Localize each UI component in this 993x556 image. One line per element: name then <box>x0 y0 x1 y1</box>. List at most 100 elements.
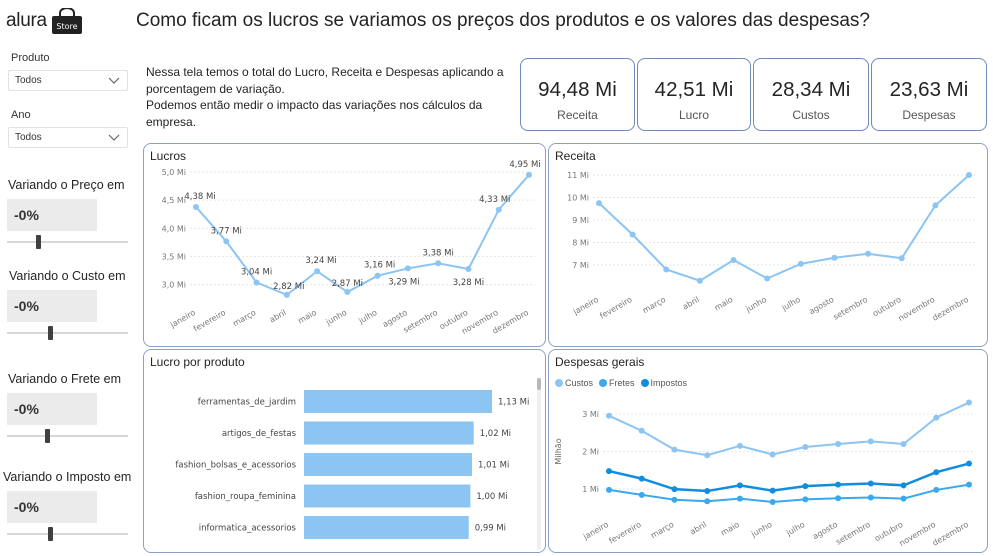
frete-variation-value: -0% <box>14 401 39 417</box>
lucro-produto-chart-title: Lucro por produto <box>150 355 245 369</box>
frete-slider[interactable] <box>7 429 128 443</box>
x-tick-label: março <box>231 308 257 328</box>
data-point <box>374 272 381 279</box>
legend-label: Fretes <box>609 378 635 388</box>
produto-dropdown-value: Todos <box>15 75 42 86</box>
page-title: Como ficam os lucros se variamos os preç… <box>136 10 870 31</box>
imposto-variation-input[interactable]: -0% <box>7 491 97 523</box>
y-tick-label: 8 Mi <box>572 239 589 248</box>
data-label: 3,29 Mi <box>388 277 419 287</box>
data-point <box>802 483 809 490</box>
data-point <box>435 260 442 267</box>
bar-data-label: 1,01 Mi <box>478 461 509 471</box>
data-point <box>966 399 972 406</box>
chevron-down-icon <box>108 134 120 141</box>
legend-item-fretes[interactable]: Fretes <box>599 378 635 388</box>
kpi-label: Despesas <box>902 108 956 122</box>
bar <box>304 421 474 445</box>
receita-chart-title: Receita <box>555 149 596 163</box>
custo-variation-input[interactable]: -0% <box>7 290 97 322</box>
x-tick-label: dezembro <box>931 520 970 548</box>
logo-badge: Store <box>56 22 77 31</box>
data-label: 3,77 Mi <box>211 226 242 236</box>
kpi-label: Custos <box>792 108 830 122</box>
data-point <box>900 440 907 447</box>
x-tick-label: abril <box>681 295 701 312</box>
kpi-label: Receita <box>557 108 598 122</box>
y-tick-label: 10 Mi <box>567 194 589 203</box>
legend-item-impostos[interactable]: Impostos <box>640 378 687 388</box>
despesas-legend: Custos Fretes Impostos <box>555 378 687 388</box>
x-tick-label: junho <box>749 520 774 540</box>
kpi-value: 28,34 Mi <box>771 78 851 101</box>
x-tick-label: dezembro <box>931 295 970 323</box>
x-tick-label: setembro <box>402 308 440 335</box>
x-tick-label: maio <box>296 308 318 326</box>
scrollbar-thumb[interactable] <box>537 378 541 390</box>
data-point <box>797 260 804 267</box>
y-tick-label: 3 Mi <box>582 410 599 419</box>
x-tick-label: fevereiro <box>192 308 227 334</box>
kpi-card-lucro: 42,51 Mi Lucro <box>637 58 751 131</box>
bar-category-label: artigos_de_festas <box>222 429 297 439</box>
bar-data-label: 0,99 Mi <box>475 524 506 534</box>
data-point <box>495 206 502 213</box>
custo-slider-thumb[interactable] <box>47 326 53 340</box>
x-tick-label: janeiro <box>581 520 610 542</box>
kpi-card-despesas: 23,63 Mi Despesas <box>871 58 987 131</box>
data-label: 2,82 Mi <box>273 282 304 292</box>
data-point <box>671 496 678 503</box>
lucro-produto-bar-chart: ferramentas_de_jardim 1,13 Mi artigos_de_f… <box>175 390 529 539</box>
data-point <box>606 468 612 475</box>
receita-chart-panel[interactable]: Receita 7 Mi 8 Mi 9 Mi 10 Mi 11 Mi janeiro fev… <box>548 143 988 347</box>
preco-variation-input[interactable]: -0% <box>7 199 97 231</box>
lucro-produto-chart-panel[interactable]: Lucro por produto ferramentas_de_jardim 1… <box>143 349 546 553</box>
scrollbar[interactable] <box>537 378 541 550</box>
legend-dot <box>599 379 608 387</box>
x-tick-label: novembro <box>898 520 938 548</box>
lucros-chart-panel[interactable]: Lucros 3,0 Mi 3,5 Mi 4,0 Mi 4,5 Mi 5,0 Mi jan… <box>143 143 546 347</box>
frete-variation-input[interactable]: -0% <box>7 393 97 425</box>
data-point <box>704 498 711 505</box>
x-tick-label: março <box>649 520 675 540</box>
x-tick-label: setembro <box>834 520 872 547</box>
series-line <box>608 462 970 493</box>
data-point <box>638 427 645 434</box>
data-point <box>900 495 907 502</box>
data-point <box>769 487 776 494</box>
data-point <box>867 480 874 487</box>
data-point <box>933 469 940 476</box>
custo-slider[interactable] <box>7 326 128 340</box>
x-tick-label: abril <box>268 308 288 325</box>
data-point <box>867 494 874 501</box>
data-point <box>900 482 907 489</box>
despesas-gerais-chart-panel[interactable]: Despesas gerais Custos Fretes Impostos 1… <box>548 349 988 553</box>
preco-slider[interactable] <box>7 235 128 249</box>
data-label: 3,28 Mi <box>453 278 484 288</box>
data-point <box>404 265 411 272</box>
data-point <box>933 414 940 421</box>
preco-slider-thumb[interactable] <box>36 235 41 249</box>
data-point <box>223 238 230 245</box>
kpi-card-receita: 94,48 Mi Receita <box>520 58 635 131</box>
legend-item-custos[interactable]: Custos <box>555 378 593 388</box>
chevron-down-icon <box>108 77 120 84</box>
kpi-label: Lucro <box>678 108 710 122</box>
data-point <box>966 460 972 467</box>
kpi-value: 23,63 Mi <box>889 78 969 101</box>
data-point <box>835 440 842 447</box>
produto-filter-label: Produto <box>11 52 50 64</box>
data-point <box>769 498 776 505</box>
y-tick-label: 3,5 Mi <box>162 253 186 262</box>
imposto-slider-thumb[interactable] <box>47 527 53 541</box>
ano-filter-label: Ano <box>11 109 31 121</box>
x-tick-label: junho <box>743 295 768 315</box>
imposto-slider[interactable] <box>7 527 128 541</box>
produto-dropdown[interactable]: Todos <box>8 70 128 91</box>
intro-line-2: Podemos então medir o impacto das variaç… <box>146 98 483 129</box>
ano-dropdown[interactable]: Todos <box>8 127 128 148</box>
frete-slider-thumb[interactable] <box>45 429 51 443</box>
data-point <box>671 486 678 493</box>
data-point <box>867 438 874 445</box>
bar-category-label: ferramentas_de_jardim <box>198 398 296 408</box>
